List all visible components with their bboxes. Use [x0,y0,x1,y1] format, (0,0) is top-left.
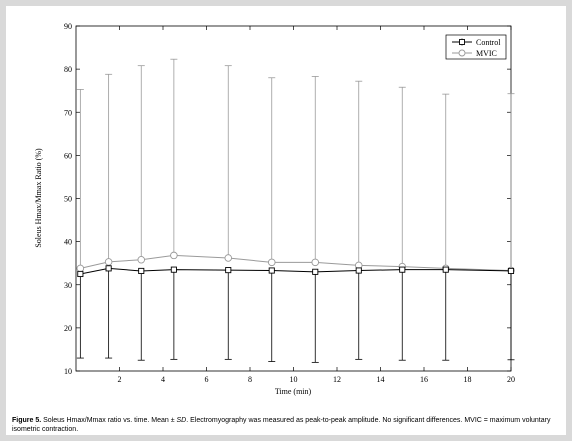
data-point-control [442,266,449,273]
data-point-control [312,268,319,275]
x-tick-label: 18 [464,375,472,384]
figure-caption: Figure 5. Soleus Hmax/Mmax ratio vs. tim… [12,416,564,434]
legend-label-control: Control [476,38,501,47]
caption-sd: SD [176,417,187,424]
data-point-control [138,267,145,275]
x-tick-label: 2 [118,375,122,384]
legend-label-mvic: MVIC [476,49,497,58]
data-point-mvic [268,258,276,267]
data-point-control [355,267,362,274]
legend-marker-mvic [458,49,466,57]
data-point-mvic [170,251,178,260]
legend-marker-control [459,39,465,45]
x-tick-label: 8 [248,375,252,384]
y-tick-label: 40 [64,238,72,247]
data-point-mvic [76,264,85,273]
y-tick-label: 20 [64,324,72,333]
data-point-control [399,266,406,273]
x-axis-ticks: 2 4 6 8 10 12 14 16 18 20 [118,26,515,384]
legend-box [445,34,507,60]
y-tick-label: 60 [64,151,72,160]
x-tick-label: 12 [333,375,341,384]
data-point-control [77,270,84,278]
x-axis-label: Time (min) [275,387,312,396]
data-point-mvic [224,254,232,262]
caption-text-2: . Electromyography was measured as peak-… [12,417,551,433]
figure-panel: 10 20 30 40 50 60 70 80 90 2 4 6 8 10 12 14 16 18 20 Time… [6,6,566,435]
data-point-mvic [137,255,145,264]
y-tick-label: 90 [64,22,72,31]
chart: 10 20 30 40 50 60 70 80 90 2 4 6 8 10 12 14 16 18 20 Time… [34,22,515,396]
data-point-control [507,267,515,275]
legend: Control MVIC [445,34,507,60]
data-point-control [225,267,232,274]
y-tick-label: 30 [64,281,72,290]
y-tick-label: 70 [64,108,72,117]
series-layer [76,58,515,363]
x-tick-label: 14 [377,375,385,384]
data-point-control [105,265,112,272]
data-point-control [268,267,275,274]
legend-items: Control MVIC [452,38,501,58]
y-axis-ticks: 10 20 30 40 50 60 70 80 90 [64,22,511,376]
x-tick-label: 6 [205,375,209,384]
y-axis-label: Soleus Hmax/Mmax Ratio (%) [34,148,43,248]
caption-figure-number: Figure 5. [12,417,42,424]
data-point-mvic [104,258,113,266]
x-tick-label: 20 [507,375,515,384]
data-point-mvic [311,258,320,267]
y-tick-label: 50 [64,195,72,204]
x-tick-label: 16 [420,375,428,384]
y-tick-label: 10 [64,367,72,376]
x-tick-label: 4 [161,375,165,384]
x-tick-label: 10 [290,375,298,384]
y-tick-label: 80 [64,65,72,74]
data-point-control [170,266,177,273]
caption-text-1: Soleus Hmax/Mmax ratio vs. time. Mean ± [41,417,177,424]
